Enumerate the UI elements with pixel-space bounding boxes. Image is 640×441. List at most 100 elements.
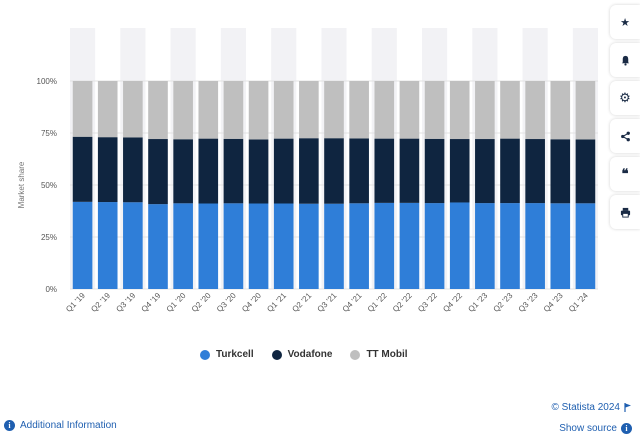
bar-vodafone[interactable] — [449, 139, 470, 203]
bar-turkcell[interactable] — [500, 203, 520, 289]
additional-information-link[interactable]: i Additional Information — [4, 420, 117, 431]
share-icon — [620, 131, 630, 141]
x-tick-label: Q2 '19 — [89, 291, 112, 314]
bar-turkcell[interactable] — [299, 203, 319, 289]
favorite-button[interactable]: ★ — [610, 5, 640, 39]
bar-turkcell[interactable] — [173, 203, 193, 289]
bar-tt-mobil[interactable] — [173, 81, 193, 140]
bar-vodafone[interactable] — [500, 138, 520, 204]
bar-turkcell[interactable] — [374, 202, 395, 289]
bar-vodafone[interactable] — [299, 138, 319, 204]
bar-vodafone[interactable] — [475, 139, 495, 204]
bar-tt-mobil[interactable] — [575, 81, 596, 140]
bar-vodafone[interactable] — [248, 139, 269, 204]
bar-vodafone[interactable] — [399, 138, 420, 203]
bar-tt-mobil[interactable] — [399, 81, 420, 139]
legend-item-tt-mobil[interactable]: TT Mobil — [350, 349, 408, 360]
star-icon: ★ — [620, 16, 630, 29]
y-tick-label: 50% — [41, 181, 57, 190]
statista-copyright[interactable]: © Statista 2024 — [551, 402, 632, 413]
bar-vodafone[interactable] — [349, 138, 369, 204]
notification-button[interactable] — [610, 43, 640, 77]
chart-toolbar: ★ ⚙ ❝ — [610, 5, 640, 229]
x-tick-label: Q1 '19 — [64, 291, 87, 314]
x-tick-label: Q4 '23 — [542, 291, 565, 314]
bar-tt-mobil[interactable] — [273, 81, 294, 139]
bar-tt-mobil[interactable] — [525, 81, 545, 140]
additional-information-label: Additional Information — [20, 420, 117, 431]
bar-turkcell[interactable] — [97, 202, 118, 289]
quote-icon: ❝ — [621, 166, 629, 181]
x-tick-label: Q3 '23 — [517, 291, 540, 314]
bar-tt-mobil[interactable] — [198, 81, 219, 139]
legend-item-vodafone[interactable]: Vodafone — [271, 349, 332, 360]
bar-turkcell[interactable] — [148, 204, 168, 289]
info-icon: i — [4, 420, 15, 431]
bar-vodafone[interactable] — [223, 138, 244, 204]
bar-vodafone[interactable] — [123, 137, 143, 203]
show-source-link[interactable]: Show source i — [559, 423, 632, 434]
y-tick-label: 0% — [45, 285, 57, 294]
x-tick-label: Q2 '20 — [190, 291, 213, 314]
y-tick-label: 100% — [37, 77, 57, 86]
bar-turkcell[interactable] — [198, 203, 219, 289]
bar-tt-mobil[interactable] — [449, 81, 470, 140]
bar-tt-mobil[interactable] — [374, 81, 395, 139]
bar-turkcell[interactable] — [349, 203, 369, 289]
bar-tt-mobil[interactable] — [123, 81, 143, 138]
bar-turkcell[interactable] — [575, 203, 596, 289]
legend-item-turkcell[interactable]: Turkcell — [200, 349, 254, 360]
bar-tt-mobil[interactable] — [550, 81, 571, 140]
bar-vodafone[interactable] — [97, 137, 118, 203]
bar-turkcell[interactable] — [324, 203, 344, 289]
bar-turkcell[interactable] — [248, 203, 269, 289]
share-button[interactable] — [610, 119, 640, 153]
bar-tt-mobil[interactable] — [475, 81, 495, 140]
x-tick-label: Q1 '20 — [165, 291, 188, 314]
bar-turkcell[interactable] — [550, 203, 571, 289]
bar-turkcell[interactable] — [273, 203, 294, 289]
bar-turkcell[interactable] — [475, 203, 495, 289]
legend-label-turkcell: Turkcell — [216, 349, 254, 360]
bar-turkcell[interactable] — [424, 203, 445, 289]
bar-vodafone[interactable] — [550, 139, 571, 204]
bar-vodafone[interactable] — [525, 139, 545, 204]
bar-tt-mobil[interactable] — [324, 81, 344, 139]
bar-vodafone[interactable] — [324, 138, 344, 204]
bell-icon — [621, 55, 629, 66]
x-tick-label: Q3 '20 — [215, 291, 238, 314]
bar-tt-mobil[interactable] — [299, 81, 319, 139]
cite-button[interactable]: ❝ — [610, 157, 640, 191]
bar-tt-mobil[interactable] — [97, 81, 118, 138]
bar-vodafone[interactable] — [72, 136, 93, 202]
x-tick-label: Q1 '24 — [567, 291, 590, 314]
bar-tt-mobil[interactable] — [248, 81, 269, 140]
gear-icon: ⚙ — [619, 90, 631, 105]
print-button[interactable] — [610, 195, 640, 229]
y-tick-label: 75% — [41, 129, 57, 138]
bar-tt-mobil[interactable] — [148, 81, 168, 140]
bar-turkcell[interactable] — [123, 202, 143, 289]
x-tick-label: Q4 '22 — [441, 291, 464, 314]
bar-tt-mobil[interactable] — [72, 81, 93, 137]
bar-tt-mobil[interactable] — [424, 81, 445, 139]
settings-button[interactable]: ⚙ — [610, 81, 640, 115]
x-tick-label: Q1 '21 — [265, 291, 288, 314]
bar-tt-mobil[interactable] — [223, 81, 244, 139]
bar-tt-mobil[interactable] — [349, 81, 369, 139]
bar-vodafone[interactable] — [148, 139, 168, 205]
bar-vodafone[interactable] — [424, 138, 445, 204]
x-tick-label: Q2 '22 — [391, 291, 414, 314]
bar-vodafone[interactable] — [575, 139, 596, 204]
bar-vodafone[interactable] — [374, 138, 395, 203]
bar-vodafone[interactable] — [273, 138, 294, 204]
bar-turkcell[interactable] — [525, 203, 545, 289]
bar-vodafone[interactable] — [198, 138, 219, 204]
bar-turkcell[interactable] — [72, 201, 93, 289]
bar-tt-mobil[interactable] — [500, 81, 520, 139]
bar-turkcell[interactable] — [223, 203, 244, 289]
bar-vodafone[interactable] — [173, 139, 193, 204]
bar-turkcell[interactable] — [449, 202, 470, 289]
y-axis-label: Market share — [17, 161, 26, 208]
bar-turkcell[interactable] — [399, 202, 420, 289]
